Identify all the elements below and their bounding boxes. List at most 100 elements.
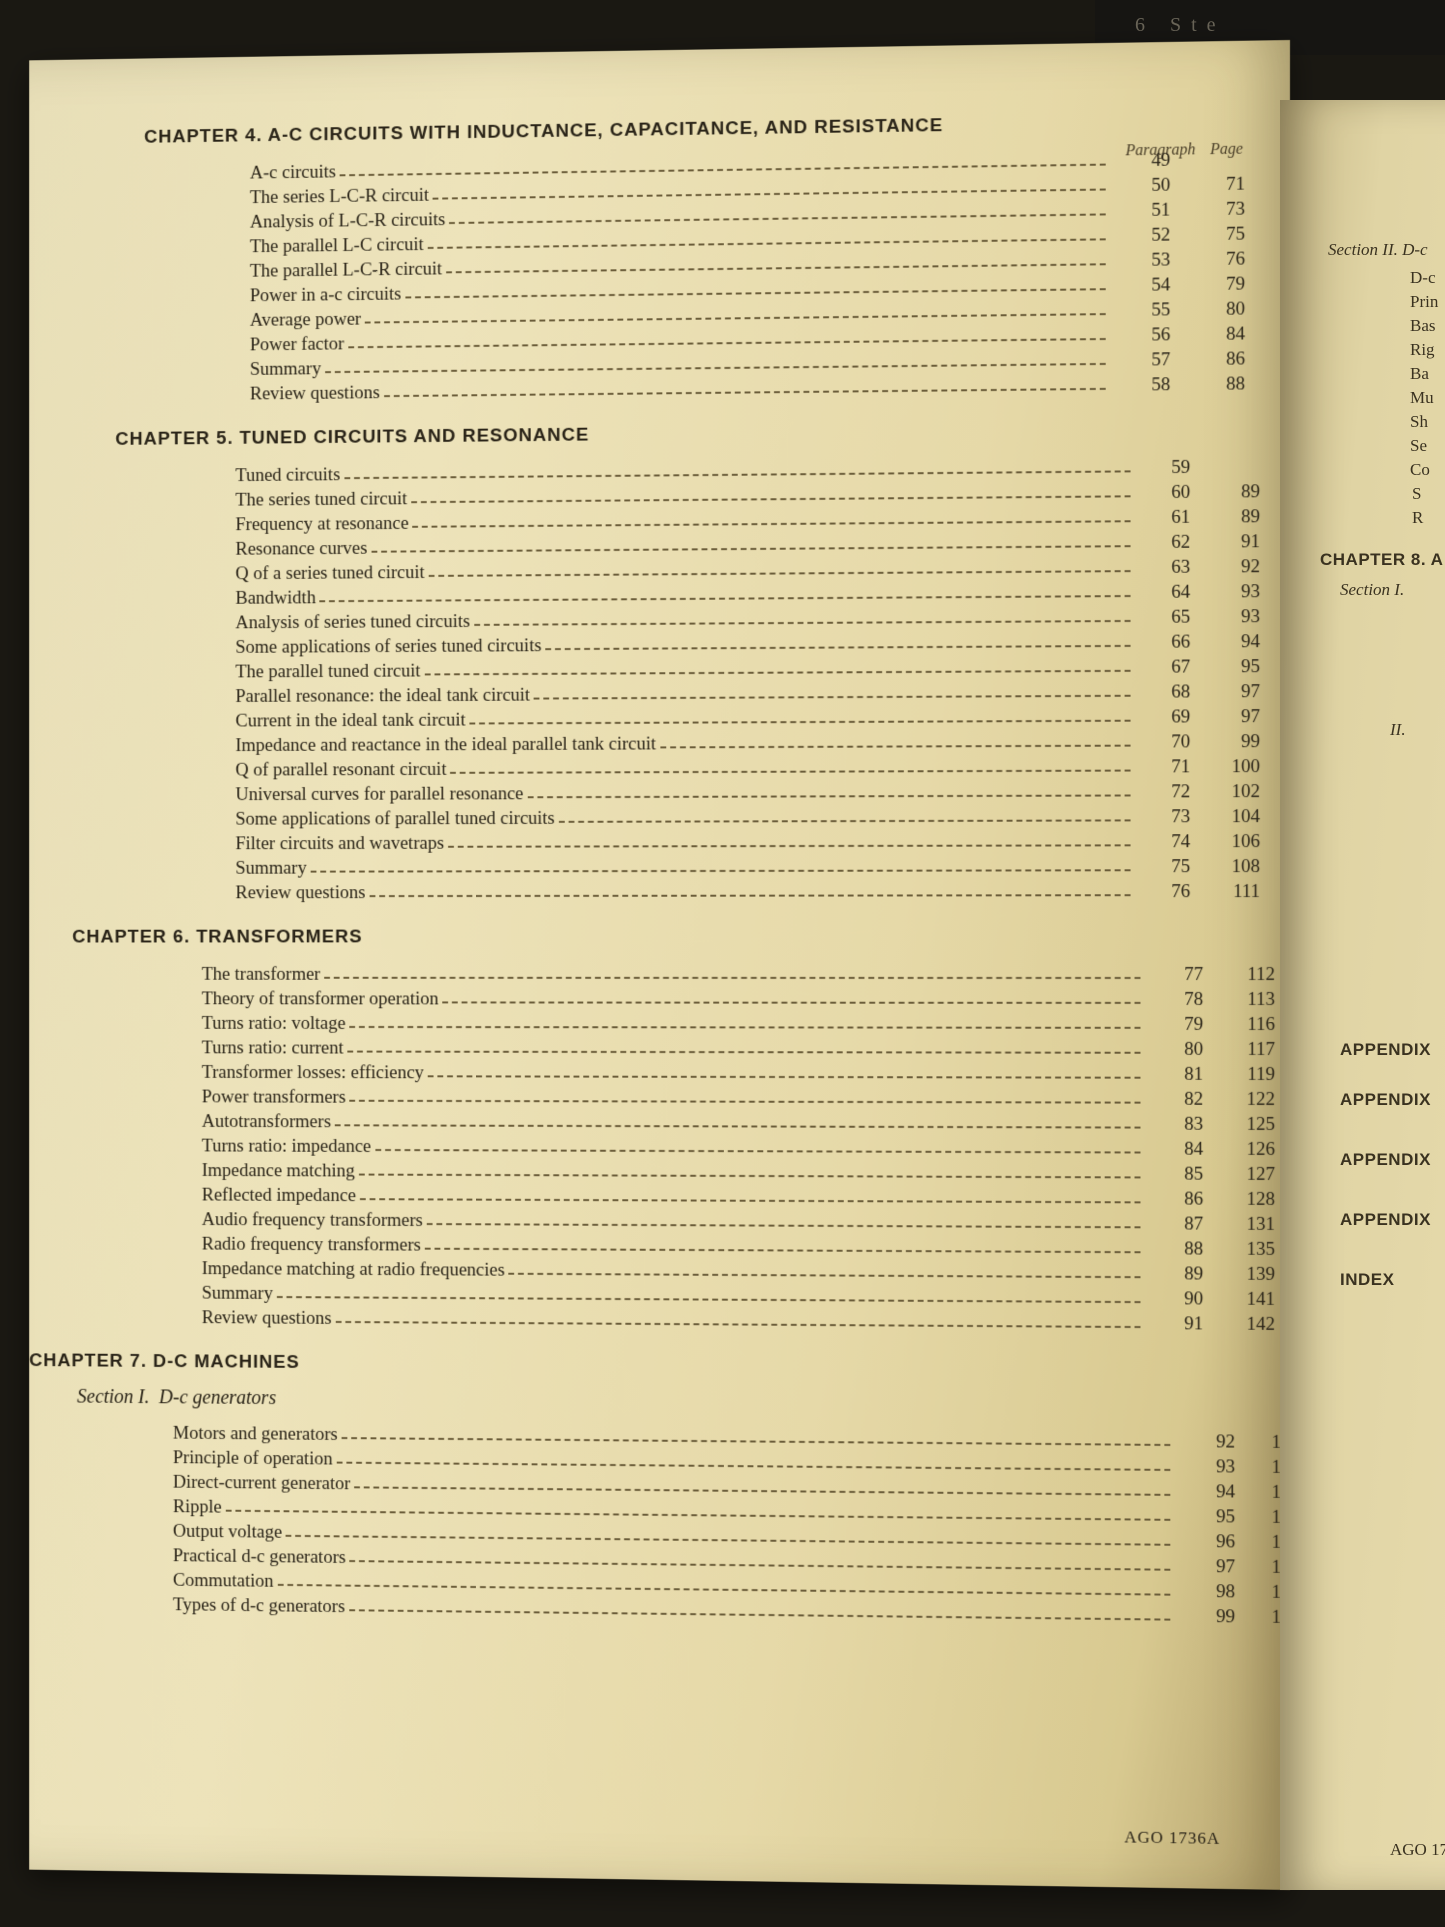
entry-text: Radio frequency transformers xyxy=(202,1232,421,1258)
page-fragment-text: APPENDIX xyxy=(1340,1210,1431,1230)
entry-paragraph-num: 78 xyxy=(1148,987,1203,1012)
entry-paragraph-num: 95 xyxy=(1180,1504,1235,1529)
dot-leader xyxy=(335,1124,1141,1128)
entry-text: Transformer losses: efficiency xyxy=(202,1060,424,1085)
entry-text: Universal curves for parallel resonance xyxy=(235,781,523,806)
entry-text: Review questions xyxy=(250,380,380,406)
page-fragment-text: II. xyxy=(1390,720,1406,740)
entry-page-num: 93 xyxy=(1205,604,1260,629)
dot-leader xyxy=(375,1149,1140,1153)
dot-leader xyxy=(342,1437,1171,1446)
dot-leader xyxy=(337,1462,1171,1471)
entry-paragraph-num: 60 xyxy=(1136,480,1191,505)
entry-text: The parallel L-C-R circuit xyxy=(250,257,442,284)
dot-leader xyxy=(442,1001,1140,1003)
entry-text: Practical d-c generators xyxy=(173,1543,346,1569)
page-fragment-text: APPENDIX xyxy=(1340,1040,1431,1060)
dot-leader xyxy=(365,313,1106,323)
dot-leader xyxy=(319,595,1130,602)
entry-text: Impedance and reactance in the ideal par… xyxy=(235,732,656,758)
entry-paragraph-num: 68 xyxy=(1136,679,1191,704)
dot-leader xyxy=(372,545,1131,553)
dot-leader xyxy=(384,388,1106,397)
entry-text: The parallel tuned circuit xyxy=(235,659,420,685)
toc-entry: Universal curves for parallel resonance7… xyxy=(29,779,1290,808)
toc-entry: Turns ratio: voltage79116 xyxy=(29,1011,1290,1037)
dot-leader xyxy=(433,189,1106,200)
entry-paragraph-num: 84 xyxy=(1148,1137,1203,1162)
entry-paragraph-num: 79 xyxy=(1148,1012,1203,1037)
entry-text: Power factor xyxy=(250,332,344,358)
chapter-title: CHAPTER 4. A-C CIRCUITS WITH INDUCTANCE,… xyxy=(144,110,1290,149)
entry-paragraph-num: 64 xyxy=(1136,580,1191,605)
dot-leader xyxy=(324,977,1140,979)
dot-leader xyxy=(360,1198,1141,1203)
dot-leader xyxy=(411,495,1130,503)
entry-paragraph-num: 75 xyxy=(1136,854,1191,879)
entry-paragraph-num: 70 xyxy=(1136,729,1191,754)
entry-text: Power in a-c circuits xyxy=(250,282,401,308)
chapter-title: CHAPTER 5. TUNED CIRCUITS AND RESONANCE xyxy=(115,418,1290,451)
toc-entry: Filter circuits and wavetraps74106 xyxy=(29,829,1290,856)
entry-paragraph-num: 83 xyxy=(1148,1112,1203,1137)
entry-text: Principle of operation xyxy=(173,1445,333,1471)
dot-leader xyxy=(325,363,1106,373)
entry-text: Commutation xyxy=(173,1568,274,1594)
dot-leader xyxy=(449,213,1106,224)
entry-paragraph-num: 54 xyxy=(1116,272,1171,298)
entry-page-num: 97 xyxy=(1205,679,1260,704)
dot-leader xyxy=(428,238,1106,249)
dot-leader xyxy=(354,1486,1170,1496)
chapter-block: CHAPTER 7. D-C MACHINESSection I. D-c ge… xyxy=(29,1350,1290,1630)
entry-page-num: 139 xyxy=(1220,1262,1275,1287)
entry-text: Power transformers xyxy=(202,1085,346,1110)
entry-page-num: 97 xyxy=(1205,704,1260,729)
book-page-right-fragment: Section II. D-cD-cPrinBasRigBaMuShSeCoSR… xyxy=(1280,100,1445,1890)
entry-paragraph-num: 88 xyxy=(1148,1236,1203,1261)
entry-paragraph-num: 58 xyxy=(1116,372,1171,397)
entry-text: The series L-C-R circuit xyxy=(250,183,429,210)
entry-paragraph-num: 85 xyxy=(1148,1162,1203,1187)
dot-leader xyxy=(348,338,1105,348)
entry-page-num: 122 xyxy=(1220,1087,1275,1112)
entry-text: Analysis of series tuned circuits xyxy=(235,609,470,635)
dot-leader xyxy=(277,1296,1141,1303)
entry-page-num: 142 xyxy=(1220,1312,1275,1337)
dot-leader xyxy=(660,745,1130,749)
dot-leader xyxy=(412,520,1130,528)
dot-leader xyxy=(469,720,1130,725)
entry-text: Direct-current generator xyxy=(173,1470,350,1496)
toc-entry: Power transformers82122 xyxy=(29,1084,1290,1112)
toc-entry: Theory of transformer operation78113 xyxy=(29,987,1290,1012)
entry-paragraph-num: 93 xyxy=(1180,1454,1235,1479)
entry-text: Some applications of parallel tuned circ… xyxy=(235,806,554,831)
entry-paragraph-num: 65 xyxy=(1136,605,1191,630)
entry-paragraph-num: 59 xyxy=(1136,455,1191,480)
entry-text: Resonance curves xyxy=(235,536,367,562)
entry-text: Motors and generators xyxy=(173,1421,338,1447)
footer-code: AGO 1736A xyxy=(1124,1827,1220,1848)
entries-list: Motors and generators92144Principle of o… xyxy=(29,1420,1290,1630)
entry-paragraph-num: 98 xyxy=(1180,1579,1235,1605)
entry-paragraph-num: 61 xyxy=(1136,505,1191,530)
entry-page-num: 127 xyxy=(1220,1162,1275,1187)
entry-page-num: 117 xyxy=(1220,1037,1275,1062)
toc-entry: Transformer losses: efficiency81119 xyxy=(29,1060,1290,1087)
dot-leader xyxy=(347,1051,1140,1054)
toc-entry: Turns ratio: current80117 xyxy=(29,1035,1290,1062)
entry-page-num: 126 xyxy=(1220,1137,1275,1162)
toc-entry: Review questions76111 xyxy=(29,879,1290,905)
entry-page-num: 84 xyxy=(1190,322,1245,348)
page-fragment-text: S xyxy=(1412,484,1421,504)
entry-paragraph-num: 53 xyxy=(1116,248,1171,274)
page-fragment-text: Section I. xyxy=(1340,580,1404,600)
page-fragment-text: Co xyxy=(1410,460,1430,480)
entry-paragraph-num: 74 xyxy=(1136,829,1191,854)
page-fragment-text: D-c xyxy=(1410,268,1435,288)
entry-text: Tuned circuits xyxy=(235,462,340,487)
dot-leader xyxy=(528,794,1131,798)
chapter-title: CHAPTER 7. D-C MACHINES xyxy=(29,1350,1290,1381)
dot-leader xyxy=(278,1584,1170,1596)
chapter-block: CHAPTER 6. TRANSFORMERSThe transformer77… xyxy=(29,926,1290,1337)
toc-entry: Autotransformers83125 xyxy=(29,1109,1290,1137)
